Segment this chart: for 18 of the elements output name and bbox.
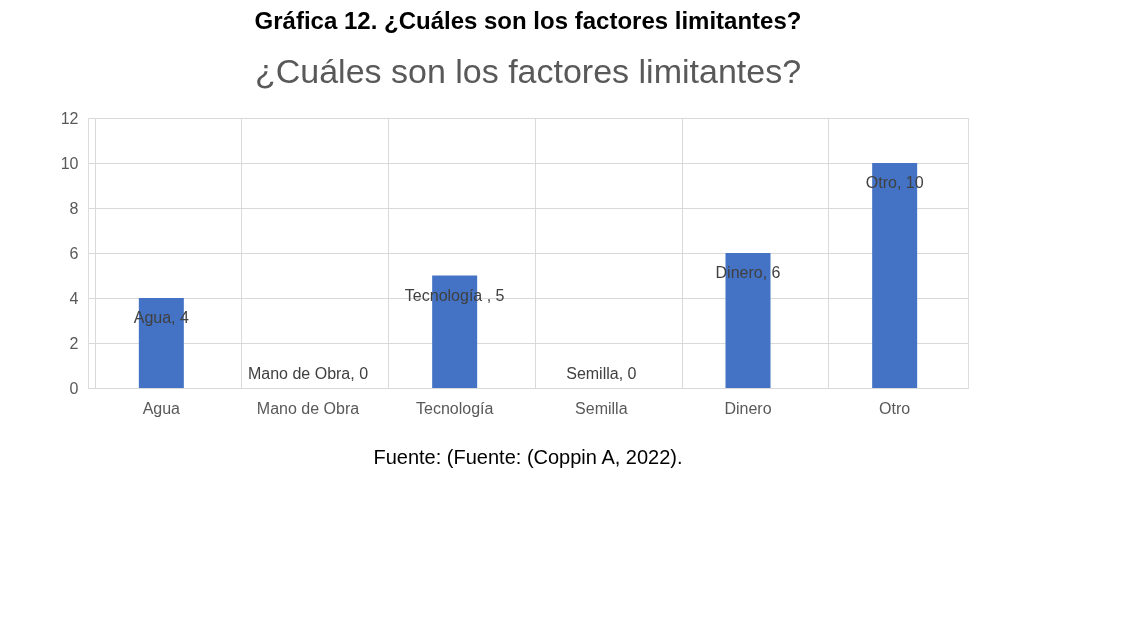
- y-tick-label: 8: [69, 199, 79, 217]
- source-note: Fuente: (Fuente: (Coppin A, 2022).: [373, 446, 683, 468]
- x-tick-label: Otro: [879, 399, 911, 417]
- data-label: Semilla, 0: [566, 365, 637, 382]
- y-tick-label: 0: [69, 379, 79, 397]
- y-tick-label: 2: [69, 334, 79, 352]
- chart-subtitle: ¿Cuáles son los factores limitantes?: [254, 52, 802, 90]
- data-label: Mano de Obra, 0: [247, 365, 369, 382]
- x-tick-label: Dinero: [724, 399, 772, 417]
- x-tick-label: Tecnología: [415, 399, 494, 417]
- x-tick-label: Agua: [142, 399, 181, 417]
- chart-title: Gráfica 12. ¿Cuáles son los factores limitantes?: [254, 7, 802, 34]
- x-tick-label: Semilla: [575, 399, 628, 417]
- y-tick-label: 4: [69, 289, 79, 307]
- y-tick-label: 10: [60, 154, 79, 172]
- y-tick-label: 12: [60, 109, 79, 127]
- y-tick-label: 6: [69, 244, 79, 262]
- x-tick-label: Mano de Obra: [256, 399, 360, 417]
